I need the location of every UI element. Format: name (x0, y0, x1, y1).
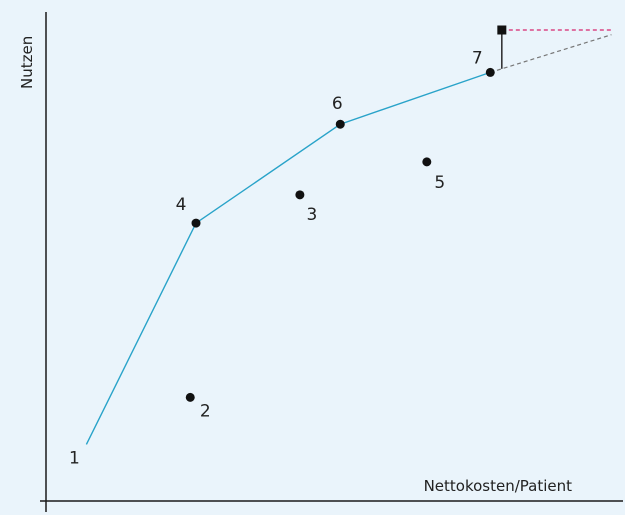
frontier-extension-line (490, 34, 612, 73)
data-point-6 (335, 119, 345, 129)
data-point-2 (185, 392, 195, 402)
data-point-5 (422, 157, 432, 167)
point-label-4: 4 (176, 195, 187, 215)
data-point-4 (191, 218, 201, 228)
point-labels-layer: 1 2 3 4 5 6 7 (69, 48, 483, 468)
lines-layer (85, 29, 612, 445)
data-point-7 (485, 67, 495, 77)
efficiency-frontier-line (85, 71, 491, 445)
point-label-6: 6 (332, 94, 343, 114)
y-axis-label: Nutzen (18, 36, 36, 89)
point-label-3: 3 (306, 205, 317, 225)
new-intervention-marker (497, 25, 507, 35)
point-label-2: 2 (200, 401, 211, 421)
x-axis-label: Nettokosten/Patient (424, 477, 573, 495)
point-label-7: 7 (472, 48, 483, 68)
points-layer (185, 25, 507, 402)
point-label-1: 1 (69, 448, 80, 468)
data-point-3 (295, 190, 305, 200)
point-label-5: 5 (434, 173, 445, 193)
